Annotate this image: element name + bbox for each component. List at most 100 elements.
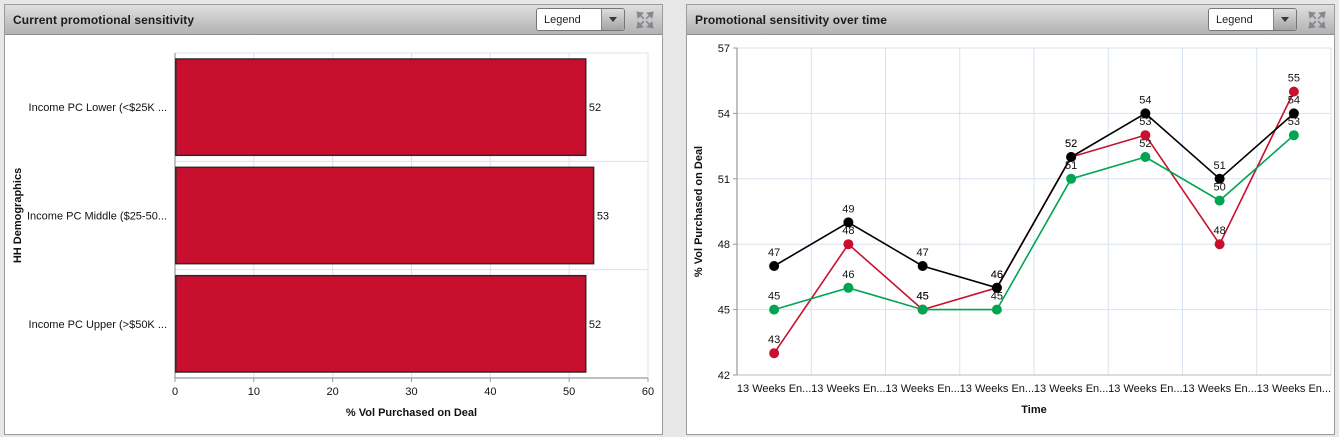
point-value-label: 47 — [917, 247, 929, 259]
point-value-label: 45 — [768, 291, 780, 303]
x-tick-label: 13 Weeks En... — [1108, 383, 1182, 395]
category-label: Income PC Middle ($25-50... — [27, 211, 167, 223]
data-point[interactable] — [1214, 173, 1225, 184]
category-label: Income PC Upper (>$50K ... — [29, 319, 167, 331]
x-tick-label: 40 — [484, 386, 496, 398]
panel-promotional-sensitivity-over-time: Promotional sensitivity over time Legend — [686, 4, 1335, 435]
point-value-label: 50 — [1214, 182, 1226, 194]
point-value-label: 43 — [768, 334, 780, 346]
data-point[interactable] — [843, 217, 854, 228]
data-point[interactable] — [917, 304, 928, 315]
point-value-label: 48 — [1214, 225, 1226, 237]
data-point[interactable] — [843, 282, 854, 293]
x-tick-label: 13 Weeks En... — [885, 383, 959, 395]
header-controls: Legend — [536, 8, 654, 31]
data-point[interactable] — [1214, 195, 1225, 206]
series-line — [773, 134, 1295, 311]
point-value-label: 53 — [1288, 116, 1300, 128]
bar-chart-canvas: 52 Income PC Lower (<$25K ... 53 Income PC … — [12, 52, 654, 419]
chevron-down-icon — [609, 17, 617, 22]
legend-dropdown-value: Legend — [1209, 9, 1273, 30]
x-axis-title: Time — [1021, 404, 1046, 416]
page-title: Current promotional sensitivity — [13, 12, 195, 27]
legend-dropdown-arrow-button[interactable] — [1273, 9, 1296, 30]
x-tick-label: 13 Weeks En... — [737, 383, 811, 395]
y-tick-label: 48 — [718, 239, 730, 251]
data-point[interactable] — [1140, 108, 1151, 119]
x-axis-title: % Vol Purchased on Deal — [346, 407, 477, 419]
panel-header: Current promotional sensitivity Legend — [5, 5, 662, 35]
panel-current-promotional-sensitivity: Current promotional sensitivity Legend — [4, 4, 663, 435]
expand-button[interactable] — [1308, 10, 1326, 29]
data-point[interactable] — [1066, 173, 1077, 184]
panel-header: Promotional sensitivity over time Legend — [687, 5, 1334, 35]
point-value-label: 52 — [1065, 138, 1077, 150]
data-point[interactable] — [1214, 239, 1225, 250]
legend-dropdown[interactable]: Legend — [536, 8, 625, 31]
point-value-label: 45 — [917, 291, 929, 303]
y-axis-title: % Vol Purchased on Deal — [693, 146, 705, 277]
x-tick-label: 13 Weeks En... — [1257, 383, 1331, 395]
point-value-label: 52 — [1139, 138, 1151, 150]
y-axis-title: HH Demographics — [12, 168, 24, 263]
y-tick-label: 54 — [718, 108, 730, 120]
bar-value-label: 53 — [597, 211, 609, 223]
point-value-label: 47 — [768, 247, 780, 259]
point-value-label: 45 — [991, 291, 1003, 303]
point-value-label: 52 — [1065, 138, 1077, 150]
point-value-label: 54 — [1288, 94, 1300, 106]
x-tick-label: 30 — [405, 386, 417, 398]
y-tick-label: 42 — [718, 370, 730, 382]
bar-value-label: 52 — [589, 102, 601, 114]
data-point[interactable] — [769, 261, 780, 271]
y-tick-label: 45 — [718, 305, 730, 317]
bar[interactable] — [175, 166, 595, 265]
point-value-label: 51 — [1065, 160, 1077, 172]
legend-dropdown-arrow-button[interactable] — [601, 9, 624, 30]
data-point[interactable] — [991, 282, 1002, 293]
x-tick-label: 13 Weeks En... — [811, 383, 885, 395]
data-point[interactable] — [1288, 108, 1299, 119]
category-label: Income PC Lower (<$25K ... — [29, 102, 167, 114]
data-point[interactable] — [1140, 130, 1151, 141]
expand-arrows-icon — [636, 10, 654, 29]
point-value-label: 54 — [1139, 94, 1151, 106]
header-controls: Legend — [1208, 8, 1326, 31]
x-tick-label: 13 Weeks En... — [1034, 383, 1108, 395]
data-point[interactable] — [1288, 86, 1299, 97]
data-point[interactable] — [1140, 152, 1151, 162]
series-line — [773, 112, 1295, 289]
data-point[interactable] — [991, 304, 1002, 315]
bar[interactable] — [175, 58, 587, 157]
page-title: Promotional sensitivity over time — [695, 12, 888, 27]
data-point[interactable] — [917, 261, 928, 271]
point-value-label: 46 — [991, 269, 1003, 281]
data-point[interactable] — [1288, 130, 1299, 141]
x-tick-label: 20 — [327, 386, 339, 398]
bar-value-label: 52 — [589, 319, 601, 331]
line-chart-area: 43 48 45 46 52 53 48 55 45 46 45 45 51 52 50 53 47 49 47 46… — [687, 36, 1334, 433]
data-point[interactable] — [769, 304, 780, 315]
x-tick-label: 13 Weeks En... — [960, 383, 1034, 395]
data-point[interactable] — [769, 348, 780, 359]
point-value-label: 49 — [842, 203, 854, 215]
point-value-label: 45 — [917, 291, 929, 303]
point-value-label: 46 — [842, 269, 854, 281]
legend-dropdown-value: Legend — [537, 9, 601, 30]
bar-chart-area: 52 Income PC Lower (<$25K ... 53 Income PC … — [5, 36, 662, 433]
point-value-label: 46 — [991, 269, 1003, 281]
x-tick-label: 60 — [642, 386, 654, 398]
x-tick-label: 0 — [172, 386, 178, 398]
bar[interactable] — [175, 274, 587, 373]
y-tick-label: 57 — [718, 43, 730, 55]
y-tick-label: 51 — [718, 174, 730, 186]
point-value-label: 51 — [1214, 160, 1226, 172]
legend-dropdown[interactable]: Legend — [1208, 8, 1297, 31]
data-point[interactable] — [843, 239, 854, 250]
data-point[interactable] — [1066, 152, 1077, 162]
point-value-label: 53 — [1139, 116, 1151, 128]
expand-button[interactable] — [636, 10, 654, 29]
point-value-label: 55 — [1288, 73, 1300, 85]
x-tick-label: 10 — [248, 386, 260, 398]
